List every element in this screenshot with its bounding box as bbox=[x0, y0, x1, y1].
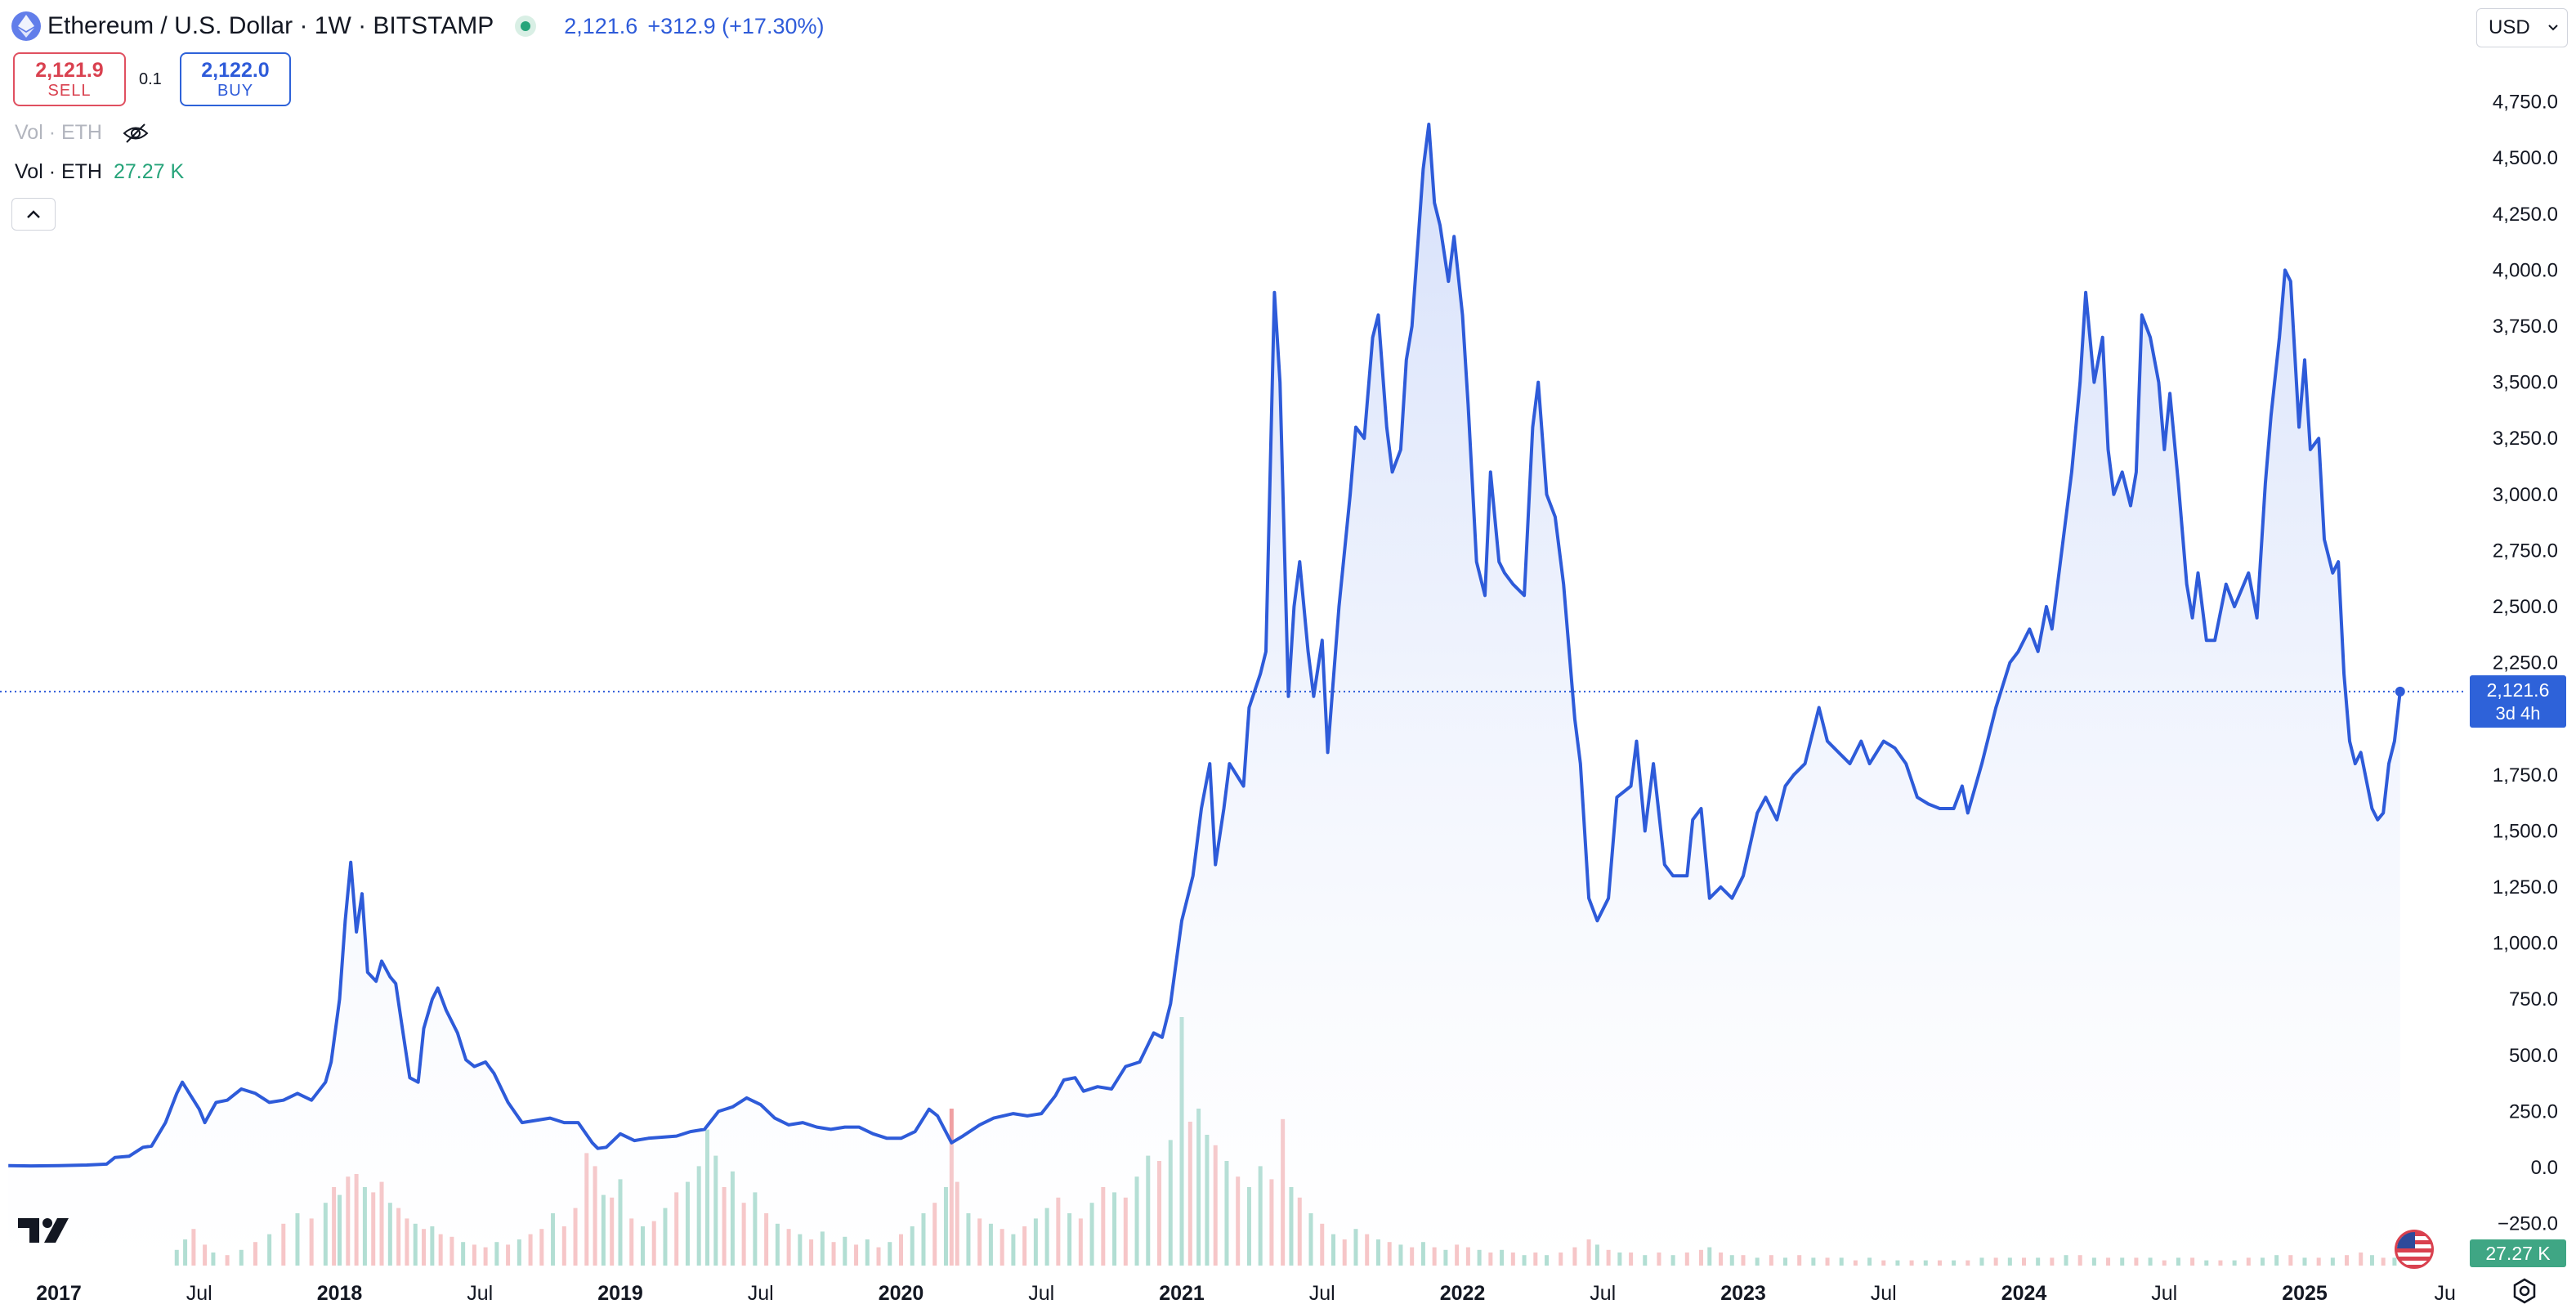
x-tick-label: Jul bbox=[1028, 1282, 1054, 1305]
y-tick-label: 250.0 bbox=[2509, 1100, 2558, 1123]
volume-label: Vol · ETH bbox=[15, 160, 102, 183]
symbol-title[interactable]: Ethereum / U.S. Dollar · 1W · BITSTAMP bbox=[47, 12, 494, 39]
x-tick-label: Jul bbox=[1590, 1282, 1616, 1305]
y-tick-label: 2,500.0 bbox=[2493, 596, 2558, 618]
y-tick-label: 3,250.0 bbox=[2493, 428, 2558, 450]
x-tick-label: Jul bbox=[1309, 1282, 1335, 1305]
volume-value: 27.27 K bbox=[113, 160, 185, 183]
volume-tag: 27.27 K bbox=[2470, 1239, 2566, 1267]
countdown-label: 3d 4h bbox=[2495, 703, 2540, 724]
buy-button[interactable]: 2,122.0 BUY bbox=[180, 52, 291, 106]
price-axis: 4,750.0 4,500.0 4,250.0 4,000.0 3,750.0 3,500… bbox=[2493, 92, 2558, 1235]
x-tick-label: 2021 bbox=[1159, 1282, 1205, 1305]
last-price-tag-value: 2,121.6 bbox=[2487, 679, 2550, 701]
x-tick-label: 2017 bbox=[36, 1282, 82, 1305]
y-tick-label: 4,500.0 bbox=[2493, 147, 2558, 169]
y-tick-label: −250.0 bbox=[2498, 1213, 2558, 1235]
y-tick-label: 4,250.0 bbox=[2493, 204, 2558, 226]
y-tick-label: 3,500.0 bbox=[2493, 372, 2558, 394]
y-tick-label: 1,250.0 bbox=[2493, 876, 2558, 898]
y-tick-label: 750.0 bbox=[2509, 988, 2558, 1011]
volume-tag-value: 27.27 K bbox=[2485, 1243, 2551, 1264]
time-axis: 2017 Jul 2018 Jul 2019 Jul 2020 Jul 2021 Jul 2022 J… bbox=[36, 1282, 2456, 1305]
y-tick-label: 4,750.0 bbox=[2493, 92, 2558, 114]
x-tick-label: 2020 bbox=[879, 1282, 924, 1305]
y-tick-label: 1,500.0 bbox=[2493, 820, 2558, 842]
y-tick-label: 3,000.0 bbox=[2493, 484, 2558, 506]
sell-button[interactable]: 2,121.9 SELL bbox=[13, 52, 126, 106]
y-tick-label: 1,750.0 bbox=[2493, 764, 2558, 786]
y-tick-label: 2,250.0 bbox=[2493, 652, 2558, 674]
x-tick-label: Jul bbox=[748, 1282, 774, 1305]
spread-value: 0.1 bbox=[139, 70, 162, 88]
last-price-tag: 2,121.6 3d 4h bbox=[2470, 675, 2566, 728]
eye-crossed-icon[interactable] bbox=[122, 123, 150, 144]
x-tick-label: Ju bbox=[2435, 1282, 2456, 1305]
collapse-legend-button[interactable] bbox=[11, 198, 56, 231]
x-tick-label: 2025 bbox=[2282, 1282, 2328, 1305]
x-tick-label: Jul bbox=[2151, 1282, 2177, 1305]
last-price-dot bbox=[2395, 686, 2405, 697]
us-flag-icon[interactable] bbox=[2395, 1230, 2434, 1269]
currency-value: USD bbox=[2489, 16, 2530, 38]
y-tick-label: 4,000.0 bbox=[2493, 259, 2558, 281]
x-tick-label: 2019 bbox=[597, 1282, 643, 1305]
header-price-change: +312.9 (+17.30%) bbox=[647, 13, 825, 38]
y-tick-label: 1,000.0 bbox=[2493, 933, 2558, 955]
x-tick-label: 2018 bbox=[317, 1282, 363, 1305]
price-area-fill bbox=[8, 124, 2400, 1266]
hidden-volume-label: Vol · ETH bbox=[15, 121, 102, 144]
market-open-icon bbox=[515, 16, 537, 37]
currency-select[interactable]: USD bbox=[2476, 8, 2568, 47]
gear-icon[interactable] bbox=[2511, 1277, 2538, 1309]
x-tick-label: 2022 bbox=[1440, 1282, 1486, 1305]
sell-price: 2,121.9 bbox=[35, 59, 104, 82]
tradingview-logo[interactable] bbox=[18, 1218, 70, 1250]
buy-price: 2,122.0 bbox=[201, 59, 270, 82]
header-last-price: 2,121.6 bbox=[564, 13, 638, 38]
x-tick-label: Jul bbox=[1871, 1282, 1897, 1305]
volume-indicator[interactable]: Vol · ETH 27.27 K bbox=[15, 160, 184, 184]
chevron-up-icon bbox=[27, 210, 40, 218]
ethereum-icon bbox=[11, 11, 41, 41]
buy-label: BUY bbox=[217, 82, 254, 100]
symbol-header[interactable]: Ethereum / U.S. Dollar · 1W · BITSTAMP 2… bbox=[11, 10, 824, 43]
hidden-volume-indicator[interactable]: Vol · ETH bbox=[15, 121, 150, 145]
chevron-down-icon bbox=[2548, 25, 2558, 31]
y-tick-label: 500.0 bbox=[2509, 1045, 2558, 1067]
x-tick-label: Jul bbox=[186, 1282, 212, 1305]
x-tick-label: 2024 bbox=[2001, 1282, 2047, 1305]
price-series-line bbox=[8, 123, 2402, 1168]
y-tick-label: 3,750.0 bbox=[2493, 316, 2558, 338]
sell-label: SELL bbox=[47, 82, 92, 100]
x-tick-label: 2023 bbox=[1720, 1282, 1766, 1305]
x-tick-label: Jul bbox=[467, 1282, 493, 1305]
y-tick-label: 0.0 bbox=[2531, 1157, 2558, 1179]
y-tick-label: 2,750.0 bbox=[2493, 540, 2558, 562]
